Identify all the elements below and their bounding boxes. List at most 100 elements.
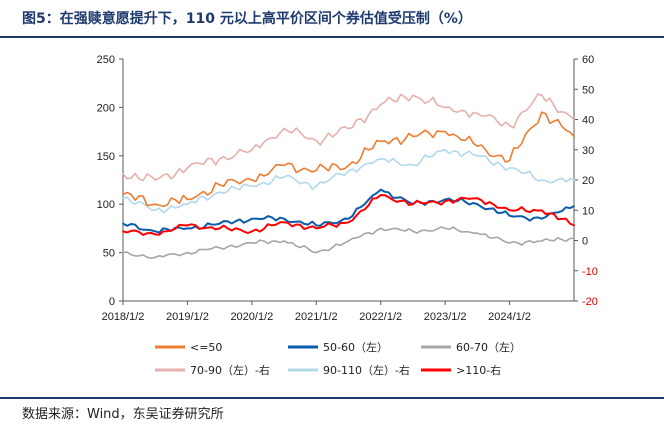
data-point [218, 246, 221, 249]
legend-label: 70-90（左）-右 [190, 363, 270, 377]
data-point [283, 221, 285, 224]
data-point [122, 193, 124, 196]
data-point [379, 140, 382, 143]
data-point [283, 164, 285, 167]
series-line [122, 111, 575, 208]
data-point [186, 224, 189, 227]
series-line [122, 93, 575, 182]
data-point [347, 221, 350, 224]
data-point [122, 251, 124, 254]
data-point [540, 240, 543, 242]
series-line [122, 149, 575, 214]
data-point [508, 242, 511, 244]
data-point [508, 214, 511, 217]
data-point [444, 148, 447, 151]
data-point [476, 203, 479, 206]
data-point [218, 157, 221, 160]
data-point [573, 135, 575, 138]
data-point [476, 145, 479, 148]
data-point [186, 251, 189, 254]
data-point [347, 170, 350, 172]
data-point [186, 198, 189, 201]
x-tick-label: 2021/1/2 [295, 311, 338, 323]
data-point [315, 139, 318, 142]
data-point [250, 179, 253, 181]
data-point [540, 179, 543, 181]
y-left-tick-label: 250 [97, 54, 115, 66]
source-note: 数据来源：Wind，东吴证券研究所 [22, 407, 224, 422]
y-right-tick-label: 50 [582, 84, 594, 96]
data-point [250, 217, 253, 220]
data-point [154, 233, 157, 236]
series-line [122, 188, 575, 234]
x-tick-label: 2020/1/2 [230, 311, 273, 323]
data-point [154, 209, 157, 212]
data-point [573, 237, 575, 239]
data-point [476, 112, 479, 115]
data-point [283, 240, 285, 242]
data-point [315, 169, 318, 172]
data-point [218, 183, 221, 186]
data-point [347, 217, 350, 220]
y-right-tick-label: 40 [582, 115, 594, 127]
data-point [444, 198, 447, 201]
data-point [444, 227, 447, 230]
data-point [122, 173, 124, 175]
legend-label: 90-110（左）-右 [323, 363, 410, 377]
data-point [154, 179, 157, 181]
x-tick-label: 2024/1/2 [488, 311, 531, 323]
legend-label: <=50 [190, 341, 222, 354]
y-left-tick-label: 0 [109, 296, 115, 308]
legend-label: 60-70（左） [456, 341, 521, 354]
data-point [122, 197, 124, 200]
data-point [154, 203, 157, 206]
data-point [250, 230, 253, 233]
data-point [540, 209, 543, 212]
data-point [379, 157, 382, 160]
data-point [315, 224, 318, 227]
y-right-tick-label: -10 [582, 266, 598, 278]
data-point [573, 118, 575, 121]
data-point [250, 148, 253, 151]
data-point [250, 185, 253, 187]
y-right-tick-label: 60 [582, 54, 594, 66]
y-right-tick-label: 30 [582, 145, 594, 157]
data-point [412, 94, 414, 97]
data-point [508, 124, 511, 127]
data-point [315, 185, 318, 187]
y-left-tick-label: 150 [97, 151, 115, 163]
data-point [283, 217, 285, 220]
data-point [379, 227, 382, 230]
x-tick-label: 2018/1/2 [102, 311, 145, 323]
data-point [573, 224, 575, 227]
data-point [315, 251, 318, 254]
data-point [444, 106, 447, 109]
x-tick-label: 2019/1/2 [166, 311, 209, 323]
data-point [218, 227, 221, 230]
data-point [540, 217, 543, 220]
footer-divider [0, 397, 664, 399]
data-point [218, 191, 221, 194]
data-point [122, 222, 124, 225]
data-point [283, 127, 285, 130]
data-point [540, 111, 543, 114]
data-point [122, 230, 124, 233]
data-point [347, 127, 350, 130]
data-point [412, 203, 414, 206]
chart-legend: <=50 50-60（左） 60-70（左） 70-90（左）-右 90-110（左）-… [155, 341, 521, 377]
data-point [379, 194, 382, 197]
series-line [122, 226, 575, 259]
data-point [412, 230, 414, 233]
data-point [186, 167, 189, 169]
data-point [573, 205, 575, 208]
data-point [186, 203, 189, 206]
data-point [315, 227, 318, 230]
y-left-tick-label: 100 [97, 199, 115, 211]
y-right-tick-label: 20 [582, 175, 594, 187]
legend-label: 50-60（左） [323, 341, 388, 354]
y-right-tick-label: -20 [582, 296, 598, 308]
legend-label: >110-右 [456, 363, 501, 377]
y-left-tick-label: 200 [97, 102, 115, 114]
data-point [508, 209, 511, 212]
